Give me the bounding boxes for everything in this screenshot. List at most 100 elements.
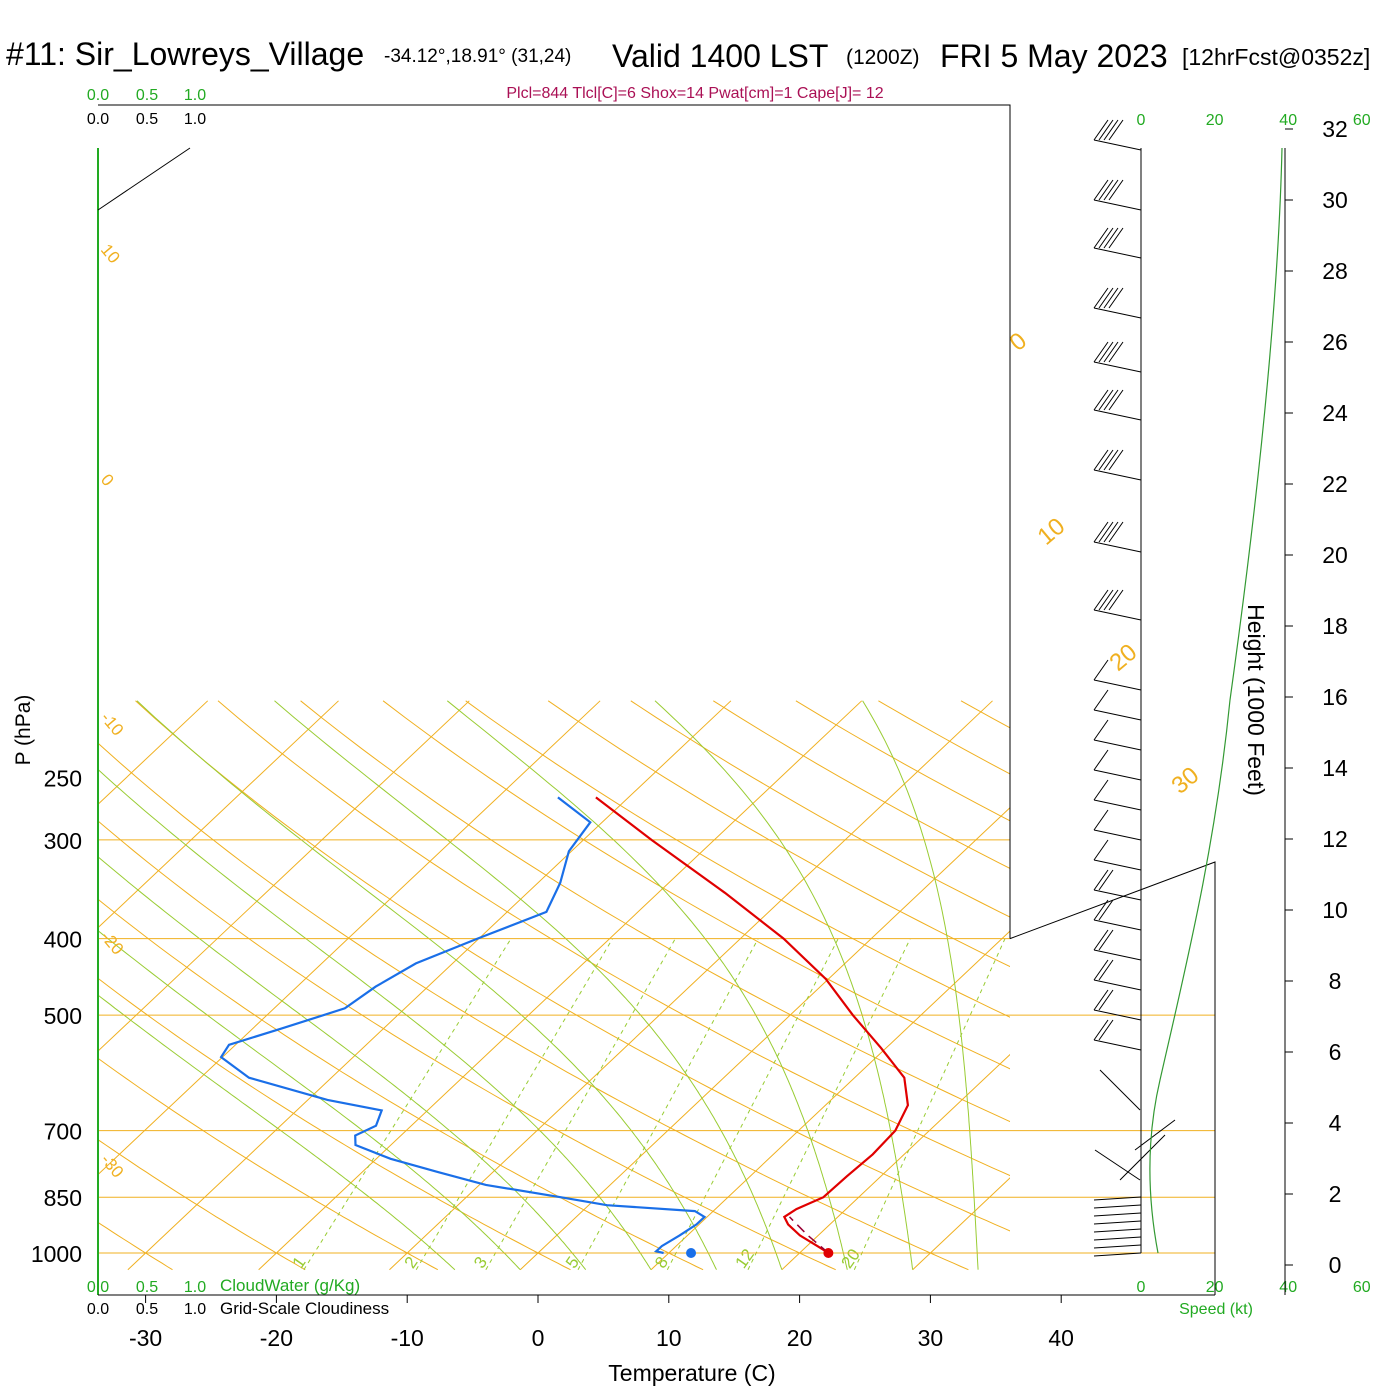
wind-barb [1093,1009,1142,1021]
temperature-tick-label: 40 [1048,1325,1074,1351]
dry-adiabat [1291,701,1400,1270]
speed-tick-label: 60 [1353,112,1371,129]
wind-barb [1093,139,1142,151]
wind-barb-flag [1108,521,1124,543]
height-tick-label: 22 [1322,471,1348,497]
wind-barb [1134,1119,1176,1151]
wind-barb-flag [1093,869,1109,891]
height-tick-label: 10 [1322,897,1348,923]
site-coordinates: -34.12°,18.91° (31,24) [384,46,572,67]
wind-barb-flag [1093,119,1109,141]
dry-adiabat [98,820,836,1271]
wind-barb-flag [1103,521,1119,543]
cloudwater-scale-label: 0.0 [87,1279,109,1296]
forecast-date: FRI 5 May 2023 [940,38,1168,74]
wind-barb-flag [1098,929,1114,951]
x-axis-label: Temperature (C) [608,1360,775,1386]
isotherm-labels-left: 10 0 -10 -20 -30 [97,240,127,1181]
wind-barb-flag [1103,589,1119,611]
temperature-tick-labels: -30 -20 -10 0 10 20 30 40 [129,1295,1074,1351]
plot-area [98,700,1400,1271]
plot-frame [98,104,1011,939]
wind-barb-flag [1098,227,1114,249]
wind-barb [1093,609,1142,621]
speed-tick-label: 20 [1206,112,1224,129]
dry-adiabat [547,700,1010,968]
wind-barb-flag [1098,287,1114,309]
dry-adiabat [1044,701,1400,1270]
cloudiness-profile [97,147,191,211]
wind-barb [1093,361,1142,373]
height-axis-label: Height (1000 Feet) [1243,604,1269,796]
cloudwater-scale-label: 0.5 [136,1279,158,1296]
isotherm-label: 10 [1033,513,1071,551]
height-tick-label: 8 [1329,968,1342,994]
height-tick-label: 4 [1329,1110,1342,1136]
isotherm-line [781,1053,1010,1271]
cloudiness-scale-label: 1.0 [184,111,206,128]
height-tick-label: 26 [1322,329,1348,355]
speed-tick-label: 60 [1353,1279,1371,1296]
wind-barb [1093,1039,1142,1051]
wind-barb [1094,1149,1141,1181]
wind-barb-flag [1098,869,1114,891]
wind-barb [1093,1236,1142,1241]
wind-barb-flag [1093,899,1109,921]
height-tick-label: 30 [1322,187,1348,213]
pressure-tick-label: 1000 [31,1241,82,1267]
isotherm-line [519,807,1010,1271]
wind-barb-flag [1093,449,1109,471]
isotherm-label: -20 [97,927,127,958]
title-bar: #11: Sir_Lowreys_Village -34.12°,18.91° … [0,0,1400,80]
cloudwater-scale-label: 1.0 [184,87,206,104]
dry-adiabat [98,1139,306,1271]
height-tick-label: 18 [1322,613,1348,639]
wind-barb-flag [1108,287,1124,309]
wind-barb-flag [1098,449,1114,471]
cloudwater-scale-label: 0.0 [87,87,109,104]
pressure-tick-label: 700 [44,1119,82,1145]
speed-axis-bottom: 0 20 40 60 [1137,1279,1371,1296]
wind-barb-flag [1098,959,1114,981]
wind-barb-flag [1093,719,1109,741]
forecast-run: [12hrFcst@0352z] [1182,44,1371,70]
dry-adiabat [878,700,1010,775]
wind-barb-flag [1103,449,1119,471]
temperature-line [595,796,910,1254]
wind-barb [1093,1204,1142,1209]
isotherm-labels-right: 0 10 20 30 [1005,327,1205,799]
pressure-tick-label: 400 [44,927,82,953]
mixing-ratio-label: 8 [651,1253,672,1272]
wind-barb-flag [1108,589,1124,611]
height-tick-label: 14 [1322,755,1348,781]
wind-barb-flag [1093,179,1109,201]
moist-adiabat [98,856,587,1271]
cloudwater-label: CloudWater (g/Kg) [220,1276,360,1295]
wind-barb [1093,829,1142,841]
mixing-ratio-label: 2 [401,1253,422,1272]
isotherm-label: -10 [97,708,127,739]
wind-barb [1093,949,1142,961]
wind-barb-flag [1093,227,1109,249]
site-title: #11: Sir_Lowreys_Village [6,36,365,72]
isotherm-line [389,700,993,1271]
isotherm-line [127,700,732,1271]
wind-barb [1093,1212,1142,1217]
mixing-ratio-label: 5 [562,1253,583,1272]
isotherm-line [1305,701,1400,1270]
dry-adiabat [300,700,1010,1123]
wind-barbs [1093,119,1176,1257]
height-tick-label: 32 [1322,116,1348,142]
mixing-ratio-line [415,938,614,1270]
dry-adiabat [713,700,1010,870]
cloudiness-label: Grid-Scale Cloudiness [220,1299,389,1318]
height-tick-label: 2 [1329,1181,1342,1207]
moist-adiabat [274,700,783,1270]
wind-barb [1093,1220,1142,1225]
surface-dewpoint-dot [686,1248,697,1258]
isotherm-line [258,700,863,1271]
temperature-tick-label: -30 [129,1325,162,1351]
wind-barb-flag [1093,839,1109,861]
height-tick-label: 16 [1322,684,1348,710]
